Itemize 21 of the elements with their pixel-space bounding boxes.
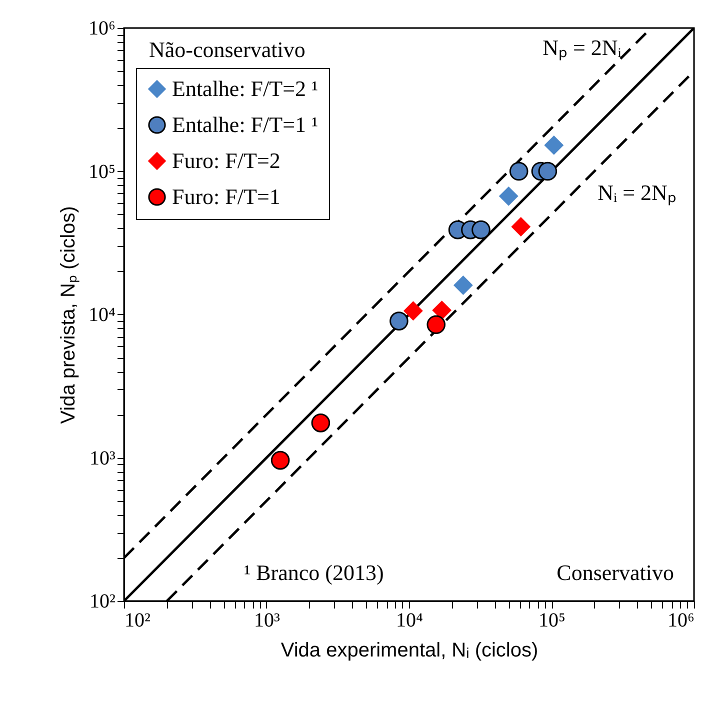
y-tick-label: 10⁶ bbox=[88, 18, 116, 40]
y-tick-label: 10⁴ bbox=[88, 304, 116, 326]
annotation: Conservativo bbox=[556, 560, 674, 585]
legend-label: Furo: F/T=2 bbox=[172, 148, 280, 173]
legend-label: Entalhe: F/T=1 ¹ bbox=[172, 112, 318, 137]
x-tick-label: 10⁴ bbox=[396, 610, 424, 632]
annotation: ¹ Branco (2013) bbox=[244, 560, 384, 585]
x-tick-label: 10² bbox=[124, 610, 150, 632]
y-tick-label: 10² bbox=[90, 590, 116, 612]
annotation: Nᵢ = 2Nₚ bbox=[598, 180, 676, 206]
y-tick-label: 10³ bbox=[90, 447, 116, 470]
y-axis-title: Vida prevista, Nₚ (ciclos) bbox=[58, 206, 80, 424]
annotation: Nₚ = 2Nᵢ bbox=[542, 35, 622, 61]
legend-label: Furo: F/T=1 bbox=[172, 184, 280, 209]
x-tick-label: 10⁶ bbox=[668, 610, 695, 632]
x-axis-title: Vida experimental, Nᵢ (ciclos) bbox=[280, 640, 538, 662]
x-tick-label: 10⁵ bbox=[538, 610, 566, 632]
annotation: Não-conservativo bbox=[149, 37, 306, 62]
legend-label: Entalhe: F/T=2 ¹ bbox=[172, 76, 318, 101]
y-tick-label: 10⁵ bbox=[88, 160, 116, 183]
x-tick-label: 10³ bbox=[254, 610, 280, 632]
